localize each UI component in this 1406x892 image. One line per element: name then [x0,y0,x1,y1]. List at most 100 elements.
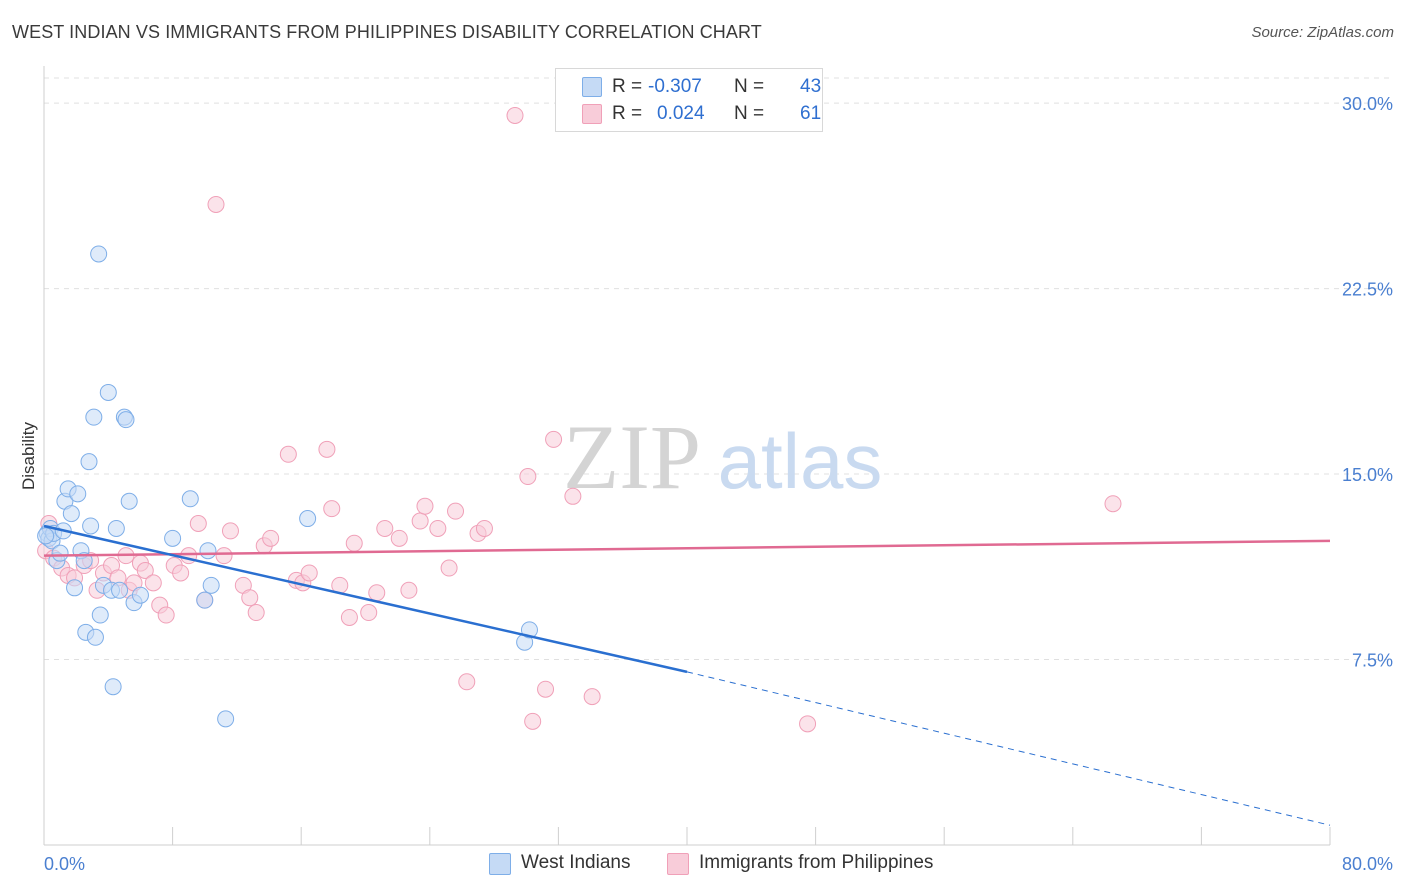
x-tick-max: 80.0% [1342,854,1393,874]
y-tick-labels: 7.5% 15.0% 22.5% 30.0% [1342,94,1393,670]
west-indian-point [62,505,80,523]
west-indian-point [520,621,538,639]
west-indian-point [51,544,69,562]
legend-n-value: 61 [800,103,822,124]
west-indian-point [107,519,125,537]
correlation-legend: R = -0.307 N = 43 R = 0.024 N = 61 [555,68,823,132]
philippines-point [564,487,582,505]
y-tick-label: 22.5% [1342,280,1393,300]
philippines-point [345,534,363,552]
philippines-point [279,445,297,463]
philippines-point [207,195,225,213]
watermark-atlas: atlas [718,417,883,505]
west-indian-point [82,517,100,535]
philippines-point [215,547,233,565]
philippines-point [506,106,524,124]
west-indian-point [75,552,93,570]
philippines-point [323,500,341,518]
philippines-point [583,688,601,706]
west-indian-point [69,485,87,503]
west-indian-point [66,579,84,597]
bottom-legend-label: Immigrants from Philippines [699,852,934,873]
west-indian-trend-extension [686,671,1331,826]
philippines-point [157,606,175,624]
chart-title: WEST INDIAN VS IMMIGRANTS FROM PHILIPPIN… [12,22,762,42]
philippines-point [416,497,434,515]
philippines-trend-line [43,539,1331,557]
philippines-point [440,559,458,577]
west-indian-point [181,490,199,508]
philippines-point [340,608,358,626]
west-indian-point [99,383,117,401]
philippines-point [189,515,207,533]
legend-n-value: 43 [800,76,822,97]
source-label: Source: ZipAtlas.com [1251,24,1394,41]
west-indian-point [120,492,138,510]
west-indian-point [37,527,55,545]
watermark: ZIP atlas [563,406,882,508]
west-indian-point [85,408,103,426]
philippines-point [136,561,154,579]
philippines-point [390,529,408,547]
y-tick-label: 7.5% [1352,651,1393,671]
bottom-legend-label: West Indians [521,852,631,873]
legend-r-label: R = [612,103,643,124]
west-indian-point [91,606,109,624]
legend-r-value: -0.307 [648,76,702,97]
philippines-point [799,715,817,733]
axes [43,66,1331,846]
west-indian-points [37,245,538,728]
west-indian-point [117,411,135,429]
west-indian-point [164,529,182,547]
west-indian-point [299,510,317,528]
x-tick-min: 0.0% [44,854,85,874]
bottom-legend-swatch-blue [489,853,511,875]
west-indian-point [86,628,104,646]
west-indian-point [104,678,122,696]
philippines-point [400,581,418,599]
philippines-point [447,502,465,520]
philippines-point [241,589,259,607]
philippines-point [519,468,537,486]
philippines-point [545,430,563,448]
y-tick-label: 15.0% [1342,465,1393,485]
y-tick-label: 30.0% [1342,94,1393,114]
philippines-point [429,519,447,537]
west-indian-point [202,576,220,594]
west-indian-point [80,453,98,471]
trend-lines [43,524,1331,826]
legend-r-value: 0.024 [657,103,705,124]
philippines-point [144,574,162,592]
west-indian-trend-line [43,524,688,674]
philippines-point [262,529,280,547]
legend-swatch-pink [582,104,602,124]
philippines-point [411,512,429,530]
legend-n-label: N = [734,103,765,124]
philippines-point [368,584,386,602]
west-indian-point [217,710,235,728]
philippines-point [475,519,493,537]
west-indian-point [90,245,108,263]
legend-r-label: R = [612,76,643,97]
philippines-point [537,680,555,698]
philippines-point [1104,495,1122,513]
philippines-point [172,564,190,582]
philippines-point [300,564,318,582]
y-axis-label: Disability [19,421,38,490]
west-indian-point [131,586,149,604]
watermark-zip: ZIP [563,406,701,508]
west-indian-point [196,591,214,609]
west-indian-point [111,581,129,599]
legend-n-label: N = [734,76,765,97]
philippines-point [247,604,265,622]
philippines-point [524,712,542,730]
philippines-point [376,519,394,537]
philippines-point [360,604,378,622]
bottom-legend-swatch-pink [667,853,689,875]
philippines-point [458,673,476,691]
west-indian-point [199,542,217,560]
philippines-point [221,522,239,540]
legend-swatch-blue [582,77,602,97]
philippines-point [318,440,336,458]
